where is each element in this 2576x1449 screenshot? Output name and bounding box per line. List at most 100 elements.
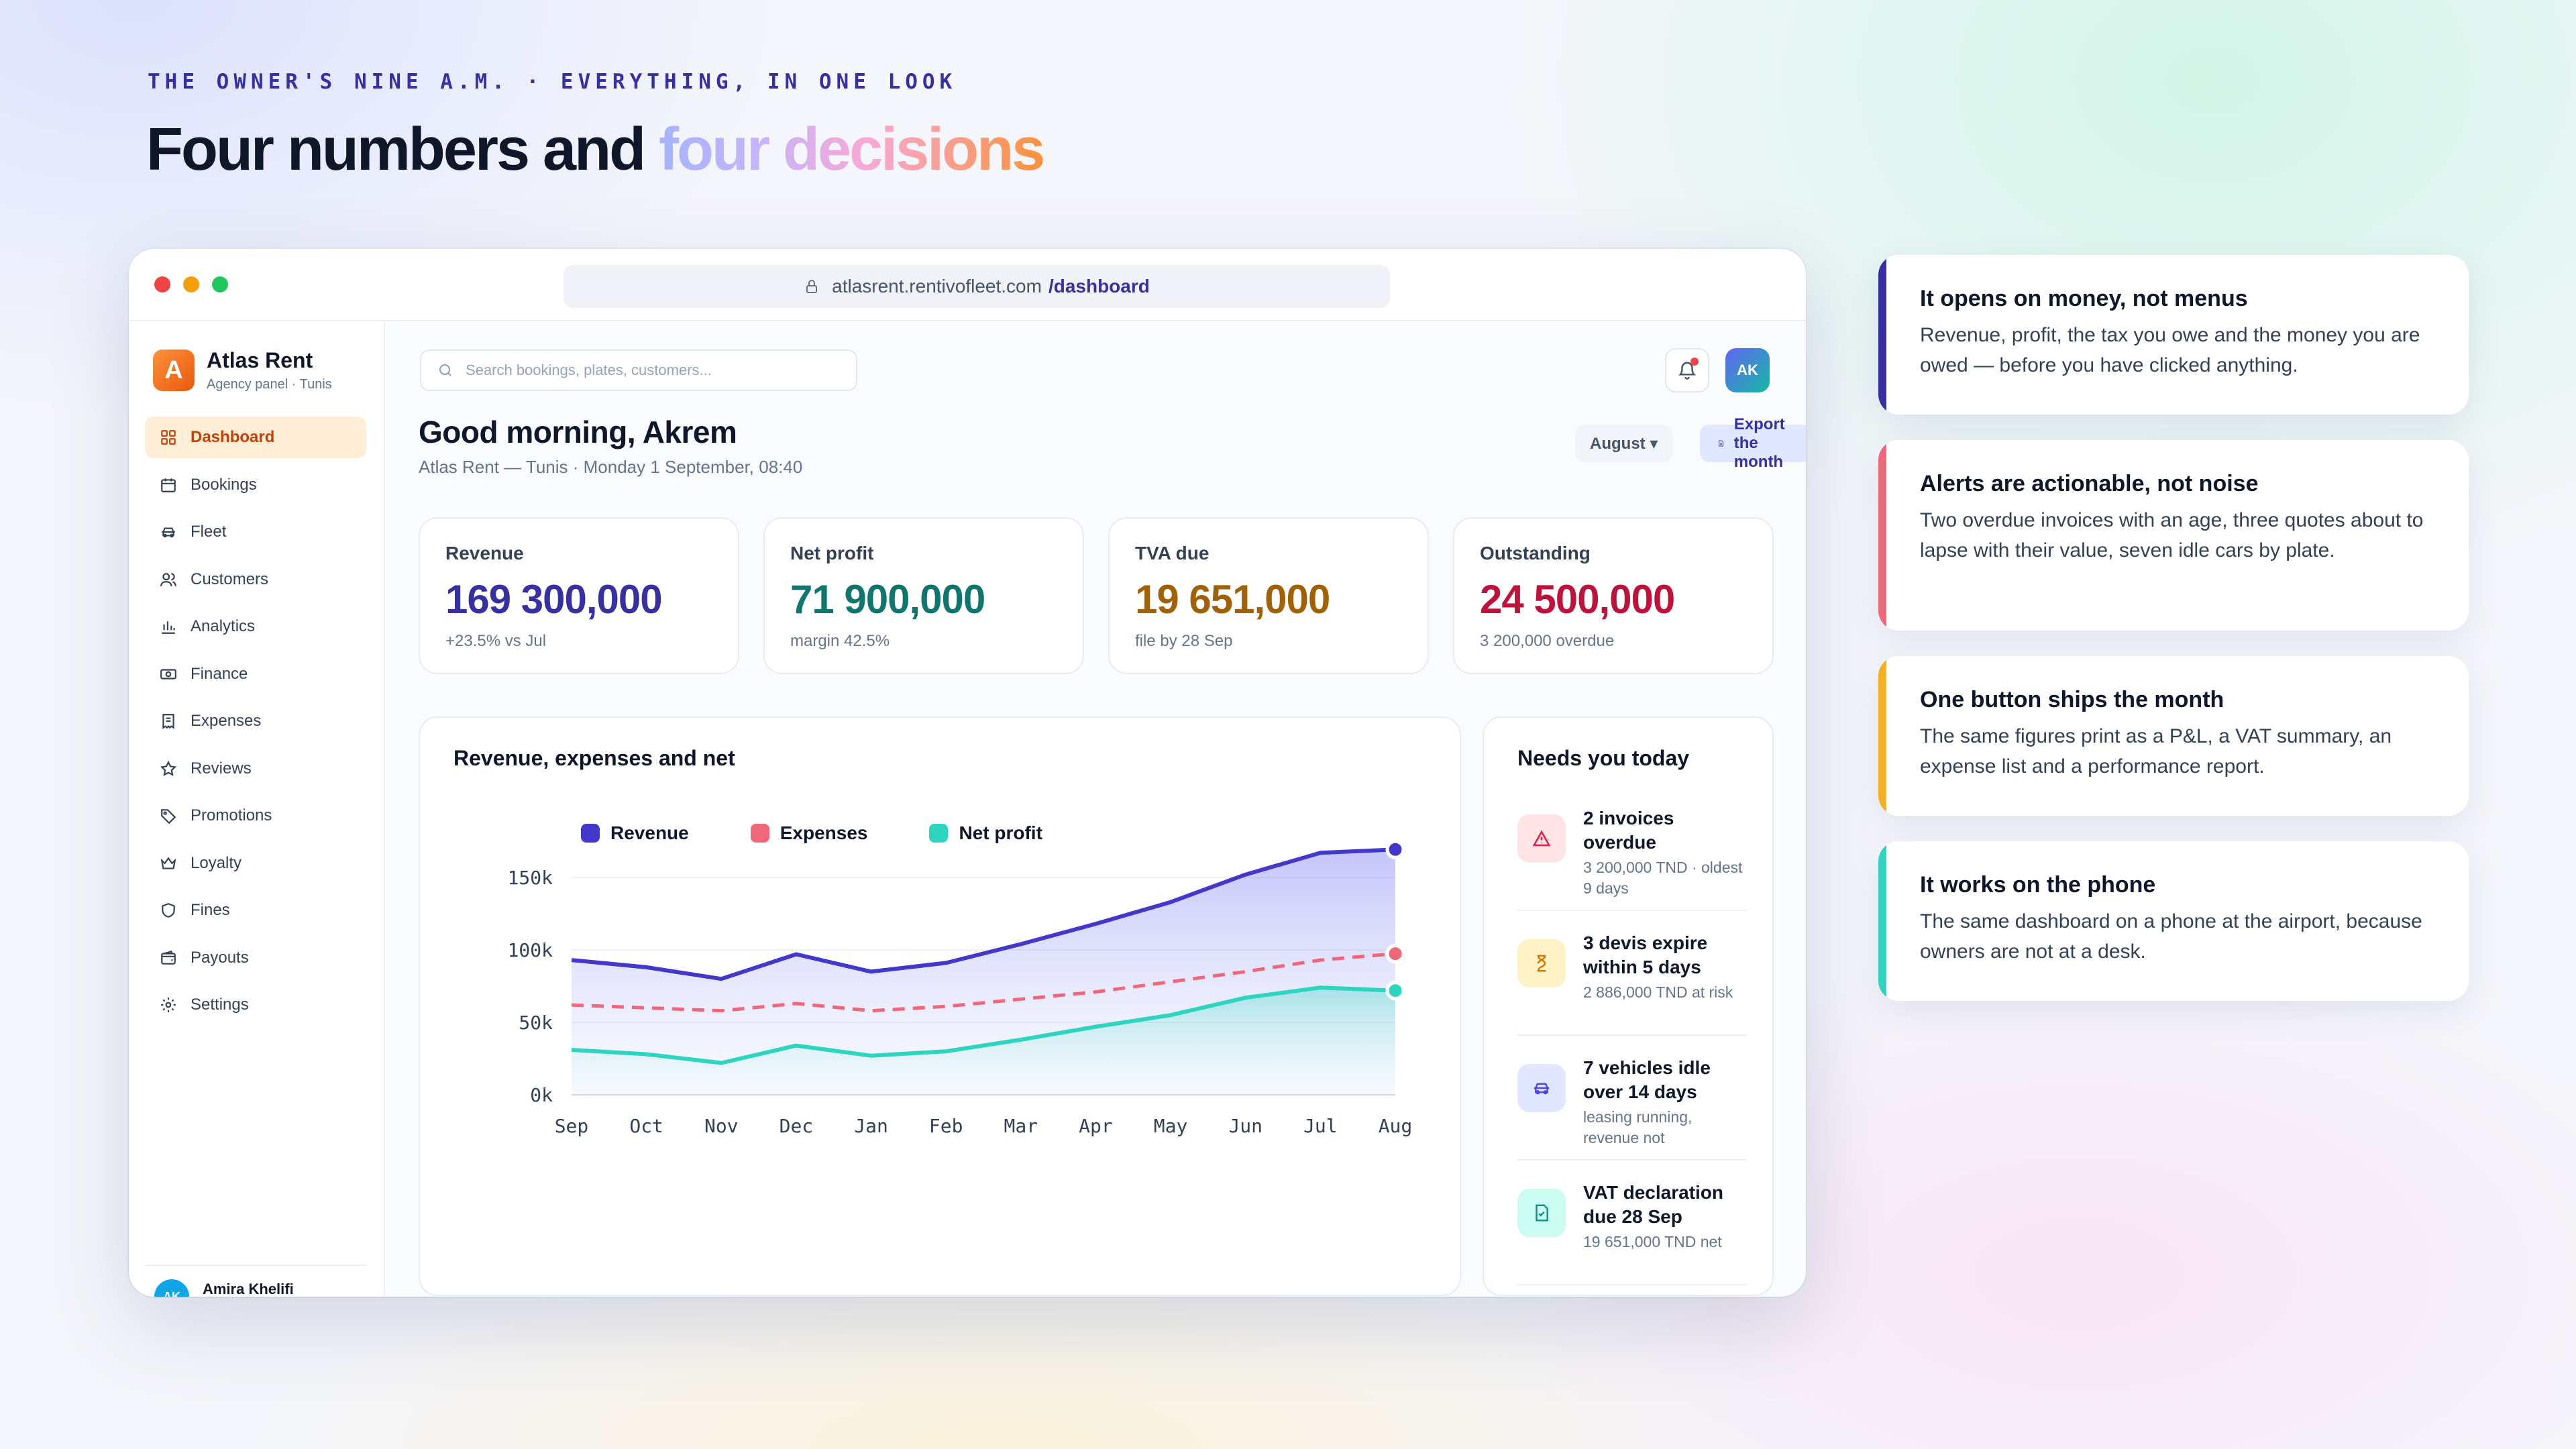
callout-title: It works on the phone — [1920, 872, 2156, 898]
list-item[interactable]: 7 vehicles idle over 14 days leasing run… — [1517, 1052, 1747, 1161]
kpi-label: Revenue — [445, 543, 524, 564]
callout-accent — [1878, 656, 1886, 816]
sidebar-item-dashboard[interactable]: Dashboard — [145, 417, 366, 458]
notifications-button[interactable] — [1665, 348, 1709, 392]
y-tick-label: 100k — [508, 939, 553, 961]
sidebar-item-label: Reviews — [191, 759, 252, 777]
net-profit-end-point — [1385, 981, 1405, 1001]
kpi-label: Outstanding — [1480, 543, 1591, 564]
kpi-card-tva-due[interactable]: TVA due 19 651,000 file by 28 Sep — [1108, 517, 1429, 674]
sidebar-item-label: Promotions — [191, 806, 272, 824]
search-input[interactable]: Search bookings, plates, customers... — [420, 350, 857, 391]
receipt-icon — [162, 714, 174, 729]
chart-card-title: Revenue, expenses and net — [453, 746, 735, 770]
x-tick-label: Jul — [1303, 1115, 1338, 1137]
kpi-card-outstanding[interactable]: Outstanding 24 500,000 3 200,000 overdue — [1453, 517, 1774, 674]
sidebar-user[interactable]: AK Amira Khelifi — [145, 1265, 366, 1297]
callout-title: Alerts are actionable, not noise — [1920, 471, 2259, 496]
sidebar-item-label: Bookings — [191, 475, 257, 494]
search-placeholder: Search bookings, plates, customers... — [466, 362, 712, 378]
brand-subtitle: Agency panel · Tunis — [207, 377, 332, 392]
y-tick-label: 0k — [530, 1084, 553, 1106]
todo-heading: 7 vehicles idle over 14 days — [1583, 1057, 1711, 1102]
sidebar: A Atlas Rent Agency panel · Tunis Dashbo… — [129, 321, 385, 1297]
list-item[interactable]: VAT declaration due 28 Sep 19 651,000 TN… — [1517, 1177, 1747, 1285]
todo-heading: 2 invoices overdue — [1583, 808, 1674, 853]
brand-logo: A — [153, 350, 195, 391]
document-icon — [1719, 440, 1723, 447]
address-bar[interactable]: atlasrent.rentivofleet.com /dashboard — [564, 265, 1390, 308]
x-tick-label: Nov — [704, 1115, 739, 1137]
x-tick-label: Aug — [1379, 1115, 1413, 1137]
sidebar-item-finance[interactable]: Finance — [145, 653, 366, 695]
x-tick-label: Jan — [854, 1115, 888, 1137]
callout-title: It opens on money, not menus — [1920, 286, 2248, 311]
list-item[interactable]: 2 invoices overdue 3 200,000 TND · oldes… — [1517, 802, 1747, 911]
callout-body: The same dashboard on a phone at the air… — [1920, 910, 2422, 963]
net-profit-area — [572, 987, 1395, 1095]
needs-today-list: 2 invoices overdue 3 200,000 TND · oldes… — [1517, 802, 1747, 1295]
kpi-card-revenue[interactable]: Revenue 169 300,000 +23.5% vs Jul — [419, 517, 739, 674]
bar-chart-icon — [162, 621, 175, 634]
search-icon — [439, 364, 451, 376]
sidebar-item-label: Loyalty — [191, 853, 242, 872]
sidebar-item-customers[interactable]: Customers — [145, 559, 366, 600]
sidebar-item-bookings[interactable]: Bookings — [145, 464, 366, 506]
callout-card: It works on the phone The same dashboard… — [1878, 841, 2469, 1001]
export-month-button[interactable]: Export the month — [1700, 415, 1806, 471]
sidebar-item-fines[interactable]: Fines — [145, 890, 366, 931]
sidebar-item-reviews[interactable]: Reviews — [145, 748, 366, 790]
brand[interactable]: A Atlas Rent Agency panel · Tunis — [153, 348, 332, 392]
brand-name: Atlas Rent — [207, 348, 313, 372]
legend-swatch — [929, 824, 949, 843]
legend-item: Expenses — [750, 822, 867, 844]
todo-detail: 3 200,000 TND · oldest 9 days — [1583, 859, 1743, 897]
kpi-value: 19 651,000 — [1135, 577, 1330, 622]
sidebar-item-promotions[interactable]: Promotions — [145, 795, 366, 837]
minimize-window-dot[interactable] — [183, 276, 199, 292]
sidebar-item-fleet[interactable]: Fleet — [145, 511, 366, 553]
maximize-window-dot[interactable] — [212, 276, 228, 292]
callout-accent — [1878, 841, 1886, 1001]
kpi-label: Net profit — [790, 543, 874, 564]
sidebar-item-label: Dashboard — [191, 428, 275, 446]
todo-detail: leasing running, revenue not — [1583, 1108, 1693, 1146]
export-label: Export the month — [1733, 415, 1785, 471]
list-item[interactable]: 3 devis expire within 5 days 2 886,000 T… — [1517, 927, 1747, 1036]
users-icon — [160, 572, 176, 586]
kpi-sub: +23.5% vs Jul — [445, 632, 547, 650]
crown-icon — [160, 857, 176, 869]
sidebar-item-settings[interactable]: Settings — [145, 984, 366, 1026]
legend-label: Net profit — [959, 822, 1042, 843]
sidebar-item-analytics[interactable]: Analytics — [145, 606, 366, 647]
kpi-value: 24 500,000 — [1480, 577, 1675, 622]
y-tick-label: 50k — [519, 1012, 553, 1034]
callout-body: The same figures print as a P&L, a VAT s… — [1920, 725, 2392, 777]
kpi-value: 71 900,000 — [790, 577, 985, 622]
expenses-end-point — [1385, 944, 1405, 964]
callout-accent — [1878, 255, 1886, 415]
avatar[interactable]: AK — [1725, 348, 1770, 392]
eyebrow-text: THE OWNER'S NINE A.M. · EVERYTHING, IN O… — [148, 70, 957, 94]
lock-icon — [806, 280, 818, 293]
car-icon — [1517, 1064, 1566, 1112]
kpi-sub: file by 28 Sep — [1135, 632, 1233, 650]
car-icon — [162, 527, 175, 538]
url-path: /dashboard — [1048, 276, 1150, 297]
page-headline: Four numbers and four decisions — [146, 115, 1045, 184]
star-icon — [160, 760, 177, 776]
url-host: atlasrent.rentivofleet.com — [832, 276, 1042, 297]
notification-badge — [1690, 358, 1699, 366]
kpi-card-net-profit[interactable]: Net profit 71 900,000 margin 42.5% — [763, 517, 1084, 674]
bell-icon — [1678, 362, 1697, 380]
chart-legend: Revenue Expenses Net profit — [581, 822, 1104, 844]
hourglass-icon — [1517, 939, 1566, 987]
sidebar-item-payouts[interactable]: Payouts — [145, 937, 366, 979]
callout-accent — [1878, 440, 1886, 631]
sidebar-item-loyalty[interactable]: Loyalty — [145, 843, 366, 884]
avatar: AK — [154, 1279, 189, 1297]
close-window-dot[interactable] — [154, 276, 170, 292]
sidebar-item-label: Fleet — [191, 523, 227, 541]
month-select[interactable]: August ▾ — [1575, 425, 1673, 462]
sidebar-item-expenses[interactable]: Expenses — [145, 700, 366, 742]
